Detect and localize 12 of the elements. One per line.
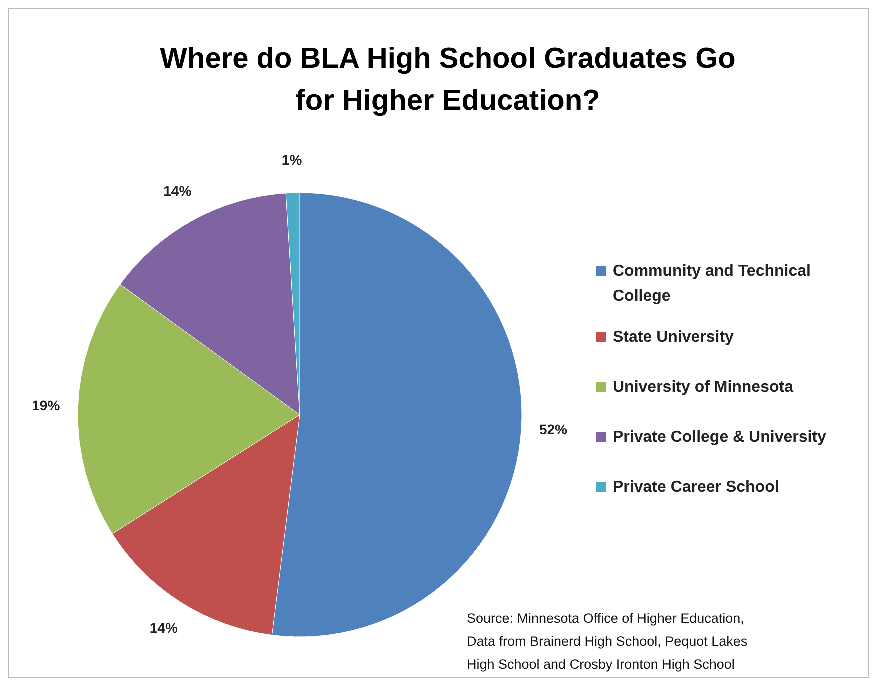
data-label: 1% [282,152,303,168]
data-label: 19% [32,398,61,414]
legend-label: Community and Technical College [613,263,811,306]
legend-label: University of Minnesota [613,379,794,396]
legend-label: State University [613,329,734,346]
legend-label: Private Career School [613,479,780,496]
data-label: 14% [164,183,192,200]
legend-label: Private College & University [613,429,827,446]
source-note: Source: Minnesota Office of Higher Education, Data from Brainerd High School, Pequot Lakes High School and Crosby Ironton High School [467,611,748,672]
data-label: 14% [150,620,178,636]
chart-title: Where do BLA High School Graduates Go for Higher Education? [160,43,736,117]
data-label: 52% [539,422,568,438]
